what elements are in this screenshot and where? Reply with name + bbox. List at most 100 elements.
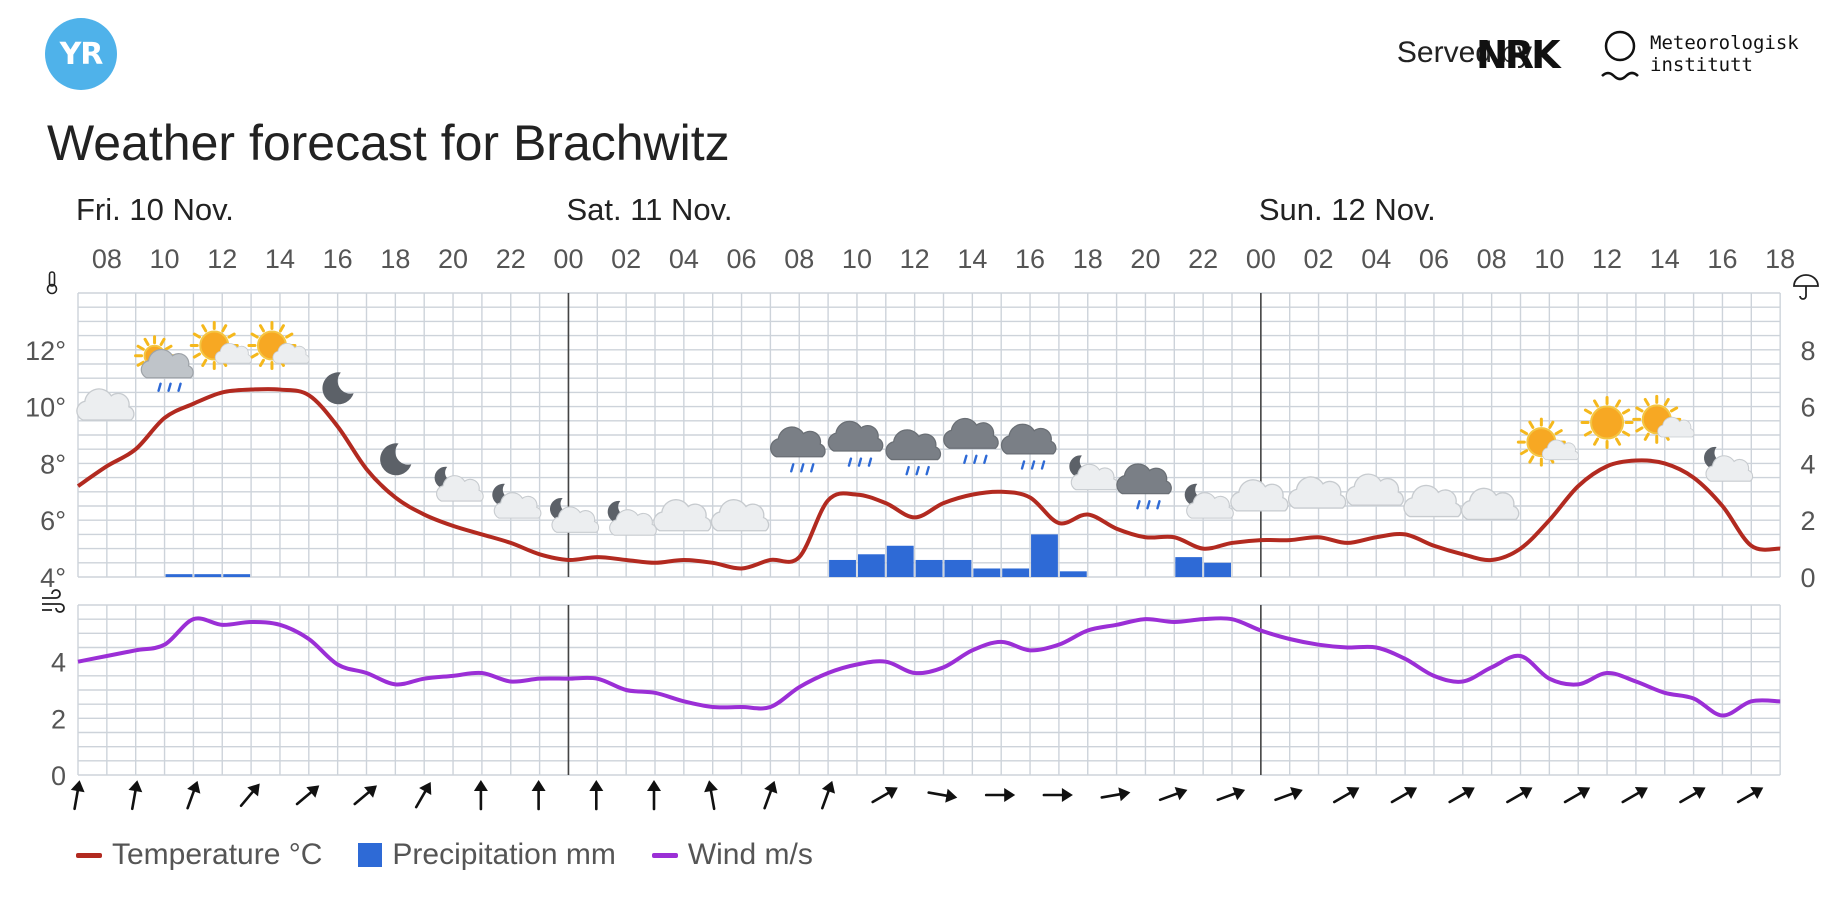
precip-bar [886, 545, 914, 577]
weather-symbol-partly-sunny-icon [1516, 417, 1579, 467]
sun-ray [1635, 406, 1644, 413]
sun-ray [258, 324, 265, 333]
cloud-body [1070, 463, 1119, 491]
sun-ray [1643, 432, 1650, 441]
sun-ray [1593, 437, 1600, 446]
sun-shape [1580, 396, 1634, 450]
rain-drop [915, 465, 920, 476]
cloud-shape [1000, 423, 1057, 455]
rain-drop [800, 463, 805, 473]
cloud-shape [1657, 416, 1695, 438]
rain-drop [810, 463, 815, 473]
sun-ray [1615, 437, 1622, 446]
sun-ray [1528, 420, 1535, 429]
temp-tick-label: 12° [25, 336, 66, 366]
weather-symbol-moon-cloud-icon [607, 500, 657, 536]
temp-tick-label: 8° [40, 449, 66, 479]
sun-ray [250, 352, 259, 359]
cloud-shape [1403, 484, 1462, 518]
arrow-head [1577, 786, 1591, 800]
day-label-1: Sat. 11 Nov. [566, 192, 732, 227]
hour-tick-label: 08 [1477, 244, 1507, 274]
hour-tick-label: 14 [957, 244, 987, 274]
hour-tick-label: 02 [611, 244, 641, 274]
precip-bar [857, 554, 885, 577]
arrow-head [419, 782, 432, 796]
precip-bar [1175, 557, 1203, 577]
wind-direction-arrow-icon [871, 786, 898, 804]
weather-symbol-cloudy-icon [1287, 476, 1347, 509]
wind-icon [42, 589, 65, 613]
arrow-head [128, 780, 143, 793]
hour-tick-label: 14 [1650, 244, 1680, 274]
rain-drops [790, 463, 815, 473]
wind-direction-arrow-icon [1736, 786, 1764, 804]
hour-tick-label: 10 [150, 244, 180, 274]
wind-direction-arrow-icon [1506, 786, 1533, 804]
sun-ray [1583, 408, 1593, 415]
arrow-head [704, 780, 718, 793]
hour-tick-label: 20 [1130, 244, 1160, 274]
cloud-body [272, 342, 310, 364]
cloud-body [1345, 473, 1404, 506]
cloud-body [493, 492, 542, 519]
sun-ray [1593, 399, 1600, 408]
cloud-shape [885, 429, 942, 461]
weather-symbol-moon-icon [380, 443, 412, 476]
arrow-head [1404, 786, 1418, 800]
weather-symbol-cloudy-icon [710, 499, 770, 532]
weather-symbol-cloud-rain-icon [943, 417, 999, 465]
hour-tick-label: 12 [1592, 244, 1622, 274]
yr-logo[interactable]: YR [45, 18, 117, 90]
cloud-body [1461, 487, 1520, 521]
cloud-shape [710, 499, 770, 532]
weather-symbol-moon-cloud-icon [1184, 483, 1234, 519]
weather-symbol-moon-cloud-icon [434, 466, 484, 502]
cloud-shape [1186, 492, 1234, 519]
wind-direction-arrow-icon [1042, 788, 1073, 802]
wind-direction-arrow-icon [1158, 787, 1188, 802]
nrk-logo[interactable]: NRK [1476, 33, 1560, 77]
weather-symbol-cloud-rain-icon [1000, 423, 1057, 470]
hour-tick-label: 12 [900, 244, 930, 274]
sun-ray [1643, 397, 1650, 407]
cloud-body [214, 342, 252, 364]
sun-ray [1622, 430, 1631, 437]
wind-direction-arrow-icon [1563, 786, 1591, 804]
sun-ray [164, 344, 173, 351]
wind-direction-arrow-icon [295, 785, 320, 806]
wind-tick-label: 4 [51, 648, 66, 678]
rain-drop [157, 382, 162, 392]
cloud-shape [214, 342, 252, 364]
weather-symbol-moon-cloud-icon [1069, 455, 1119, 491]
met-institute-name[interactable]: Meteorologisk institutt [1650, 32, 1799, 76]
met-institute-icon[interactable] [1596, 28, 1644, 84]
wind-tick-label: 2 [51, 704, 66, 734]
cloud-shape [551, 506, 600, 533]
arrow-head [1692, 786, 1706, 800]
hour-tick-label: 16 [1015, 244, 1045, 274]
weather-symbol-moon-cloud-icon [549, 497, 600, 533]
cloud-body [770, 426, 826, 458]
cloud-shape [1461, 487, 1520, 521]
precip-bar [829, 559, 856, 577]
weather-symbol-partly-sunny-icon [247, 321, 310, 371]
precip-tick-label: 6 [1800, 393, 1815, 423]
sun-ray [1519, 429, 1529, 436]
weather-symbol-sun-cloud-rain-icon [134, 335, 194, 392]
rain-drop [857, 457, 863, 467]
cloud-shape [770, 426, 826, 458]
umbrella-canopy [1793, 274, 1819, 287]
moon-shape [380, 443, 412, 476]
precip-tick-label: 2 [1800, 506, 1815, 536]
rain-drop [1030, 460, 1036, 470]
wind-direction-arrow-icon [647, 780, 661, 811]
umbrella-icon [1793, 274, 1819, 300]
arrow-head [70, 780, 85, 793]
arrow-head [473, 780, 488, 791]
sun-ray [1548, 420, 1555, 429]
sun-ray [258, 358, 265, 367]
arrow-head [764, 780, 778, 794]
chart-legend: Temperature °C Precipitation mm Wind m/s [76, 838, 813, 872]
arrow-head [531, 780, 546, 791]
